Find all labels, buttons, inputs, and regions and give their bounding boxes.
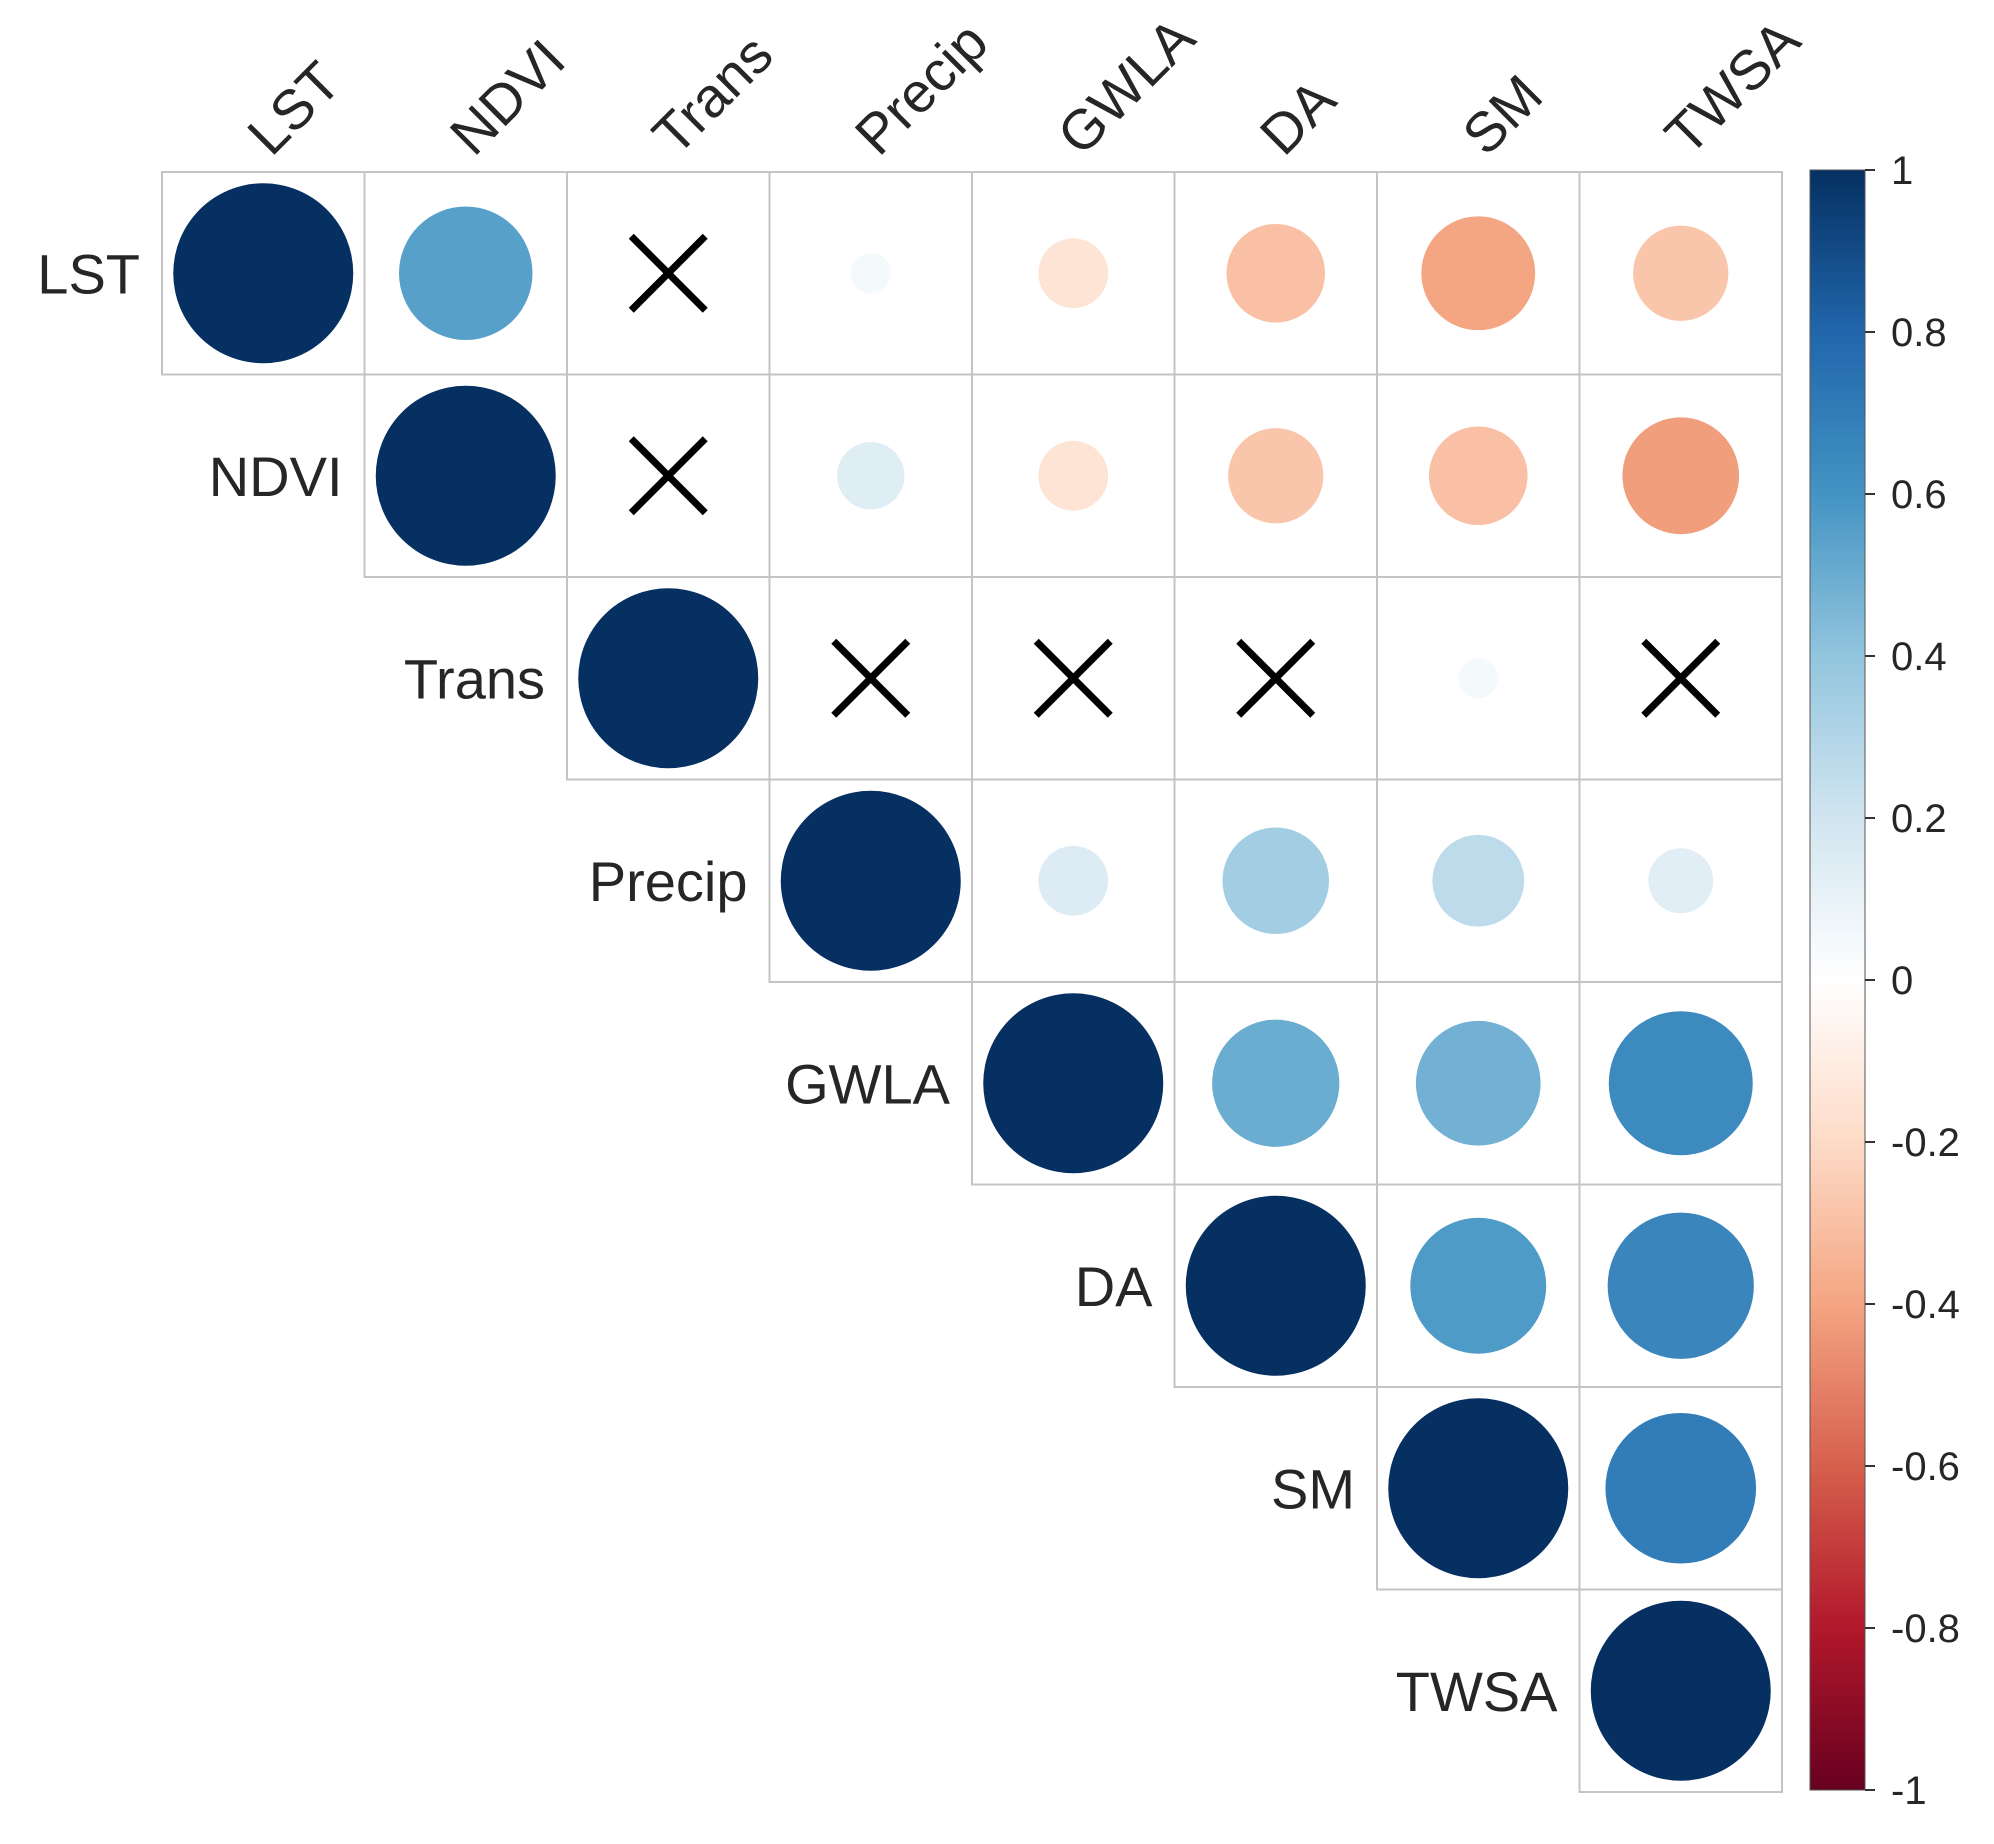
circle-layer [173, 183, 1771, 1781]
column-label-sm: SM [1450, 63, 1554, 167]
column-label-lst: LST [235, 49, 352, 166]
circle-DA-TWSA [1607, 1212, 1754, 1359]
circle-DA-DA [1185, 1195, 1366, 1376]
circle-LST-GWLA [1038, 238, 1109, 309]
row-label-trans: Trans [404, 647, 545, 710]
circle-NDVI-DA [1228, 428, 1324, 524]
circle-NDVI-TWSA [1622, 417, 1740, 535]
insignificant-mark-Trans-TWSA [1641, 638, 1721, 718]
column-labels: LST NDVI Trans Precip GWLA DA SM TWSA [235, 5, 1812, 167]
row-label-ndvi: NDVI [209, 445, 343, 508]
insignificant-mark-NDVI-Trans [628, 436, 708, 516]
row-labels: LST NDVI Trans Precip GWLA DA SM TWSA [37, 242, 1558, 1723]
row-label-sm: SM [1271, 1457, 1355, 1520]
colorbar: 1 0.8 0.6 0.4 0.2 0 -0.2 -0.4 -0.6 -0.8 -1 [1809, 149, 1960, 1813]
circle-Precip-SM [1432, 834, 1525, 927]
circle-GWLA-DA [1212, 1019, 1340, 1147]
insignificant-mark-Trans-Precip [831, 638, 911, 718]
colorbar-tick-label: 1 [1891, 149, 1913, 193]
circle-SM-SM [1388, 1398, 1569, 1579]
cell-TWSA-TWSA [1578, 1588, 1783, 1793]
circle-DA-SM [1410, 1217, 1547, 1354]
circle-SM-TWSA [1605, 1412, 1757, 1564]
colorbar-tick-label: 0.8 [1891, 311, 1947, 355]
circle-TWSA-TWSA [1590, 1600, 1771, 1781]
row-label-da: DA [1075, 1255, 1153, 1318]
column-label-precip: Precip [843, 10, 1000, 167]
circle-NDVI-NDVI [375, 385, 556, 566]
row-label-twsa: TWSA [1396, 1660, 1558, 1723]
colorbar-tick-label: 0.2 [1891, 797, 1947, 841]
circle-Precip-TWSA [1648, 848, 1714, 914]
circle-LST-SM [1421, 216, 1536, 331]
circle-Precip-Precip [780, 790, 961, 971]
circle-LST-NDVI [399, 206, 533, 340]
circle-Precip-GWLA [1038, 845, 1109, 916]
circle-LST-TWSA [1633, 225, 1729, 321]
circle-GWLA-SM [1415, 1020, 1541, 1146]
row-label-gwla: GWLA [785, 1052, 951, 1115]
circle-NDVI-Precip [837, 442, 905, 510]
colorbar-tick-label: 0.4 [1891, 635, 1947, 679]
circle-NDVI-GWLA [1038, 440, 1109, 511]
column-label-ndvi: NDVI [438, 27, 577, 166]
circle-Trans-Trans [578, 588, 759, 769]
colorbar-tick-label: 0 [1891, 959, 1913, 1003]
circle-NDVI-SM [1428, 426, 1528, 526]
row-label-lst: LST [37, 242, 140, 305]
insignificant-marks [628, 233, 1721, 718]
column-label-gwla: GWLA [1045, 5, 1207, 167]
insignificant-mark-Trans-GWLA [1033, 638, 1113, 718]
insignificant-mark-LST-Trans [628, 233, 708, 313]
column-label-da: DA [1248, 66, 1348, 166]
cell-grid [161, 171, 1783, 1793]
row-label-precip: Precip [589, 850, 748, 913]
colorbar-tick-label: -0.8 [1891, 1607, 1960, 1651]
insignificant-mark-Trans-DA [1236, 638, 1316, 718]
colorbar-tick-label: -0.6 [1891, 1445, 1960, 1489]
circle-LST-Precip [850, 253, 891, 294]
column-label-twsa: TWSA [1653, 7, 1812, 166]
colorbar-tick-label: -0.2 [1891, 1121, 1960, 1165]
circle-GWLA-GWLA [983, 993, 1164, 1174]
circle-LST-LST [173, 183, 354, 364]
colorbar-tick-label: -0.4 [1891, 1283, 1960, 1327]
circle-GWLA-TWSA [1608, 1011, 1753, 1156]
circle-Precip-DA [1222, 827, 1329, 934]
colorbar-tick-label: -1 [1891, 1769, 1927, 1813]
column-label-trans: Trans [640, 22, 784, 166]
circle-LST-DA [1226, 223, 1326, 323]
colorbar-gradient [1809, 169, 1866, 1791]
colorbar-tick-label: 0.6 [1891, 473, 1947, 517]
circle-Trans-SM [1458, 658, 1499, 699]
